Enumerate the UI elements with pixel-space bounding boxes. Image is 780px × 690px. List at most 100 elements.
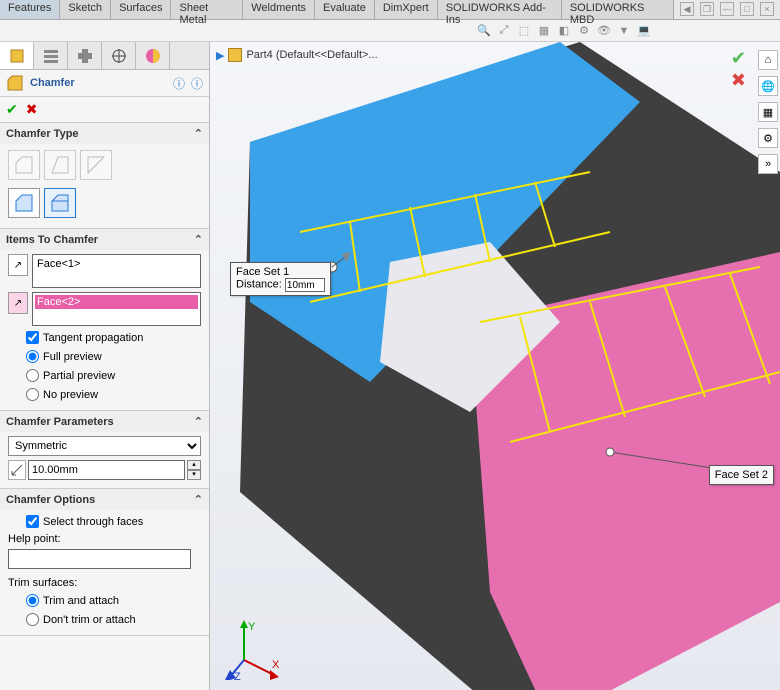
section-chamfer-type: Chamfer Type ⌃: [0, 123, 209, 229]
no-preview-radio[interactable]: [26, 388, 39, 401]
window-max-icon[interactable]: □: [740, 2, 754, 16]
spinner-down-icon[interactable]: ▾: [187, 470, 201, 480]
expand-icon[interactable]: »: [758, 154, 778, 174]
face-set-1-icon[interactable]: ↗: [8, 254, 28, 276]
appearance-icon[interactable]: ▼: [616, 23, 632, 39]
help-point-input[interactable]: [8, 549, 191, 569]
face-set-1-item[interactable]: Face<1>: [35, 257, 198, 271]
full-preview-label: Full preview: [43, 351, 102, 363]
view-orient-icon[interactable]: ⬚: [516, 23, 532, 39]
window-close-icon[interactable]: ×: [760, 2, 774, 16]
zoom-fit-icon[interactable]: 🔍: [476, 23, 492, 39]
panel-tab-config-icon[interactable]: [68, 42, 102, 69]
panel-tab-appear-icon[interactable]: [136, 42, 170, 69]
params-header[interactable]: Chamfer Parameters ⌃: [0, 411, 209, 432]
svg-text:Y: Y: [248, 621, 256, 633]
settings-icon[interactable]: ⚙: [758, 128, 778, 148]
callout-2-title: Face Set 2: [715, 469, 768, 481]
full-preview-radio[interactable]: [26, 350, 39, 363]
chamfer-type-header[interactable]: Chamfer Type ⌃: [0, 123, 209, 144]
spinner-up-icon[interactable]: ▴: [187, 460, 201, 470]
tab-dimxpert[interactable]: DimXpert: [375, 0, 438, 19]
tab-features[interactable]: Features: [0, 0, 60, 19]
help-point-label: Help point:: [8, 533, 201, 545]
scene-icon[interactable]: ⚙: [576, 23, 592, 39]
chamfer-type-face-face[interactable]: [44, 188, 76, 218]
view-toolbar: 🔍 ⤢ ⬚ ▦ ◧ ⚙ 👁 ▼ 💻: [0, 20, 780, 42]
collapse-icon: ⌃: [194, 493, 203, 506]
trim-attach-radio[interactable]: [26, 594, 39, 607]
options-label: Chamfer Options: [6, 494, 95, 506]
breadcrumb-arrow-icon[interactable]: ▶: [216, 49, 224, 62]
trim-attach-label: Trim and attach: [43, 595, 119, 607]
render-icon[interactable]: 💻: [636, 23, 652, 39]
cancel-button[interactable]: ✖: [26, 101, 38, 118]
section-options: Chamfer Options ⌃ Select through faces H…: [0, 489, 209, 636]
select-through-checkbox[interactable]: [26, 515, 39, 528]
window-min-icon[interactable]: —: [720, 2, 734, 16]
ribbon-tabs: Features Sketch Surfaces Sheet Metal Wel…: [0, 0, 780, 20]
trim-surfaces-label: Trim surfaces:: [8, 573, 201, 589]
chamfer-type-angle-dist[interactable]: [8, 150, 40, 180]
globe-icon[interactable]: 🌐: [758, 76, 778, 96]
viewport-3d[interactable]: ▶ Part4 (Default<<Default>... ✔ ✖ ⌂ 🌐 ▦ …: [210, 42, 780, 690]
feature-title: Chamfer: [30, 77, 167, 89]
zoom-area-icon[interactable]: ⤢: [496, 23, 512, 39]
display-style-icon[interactable]: ▦: [536, 23, 552, 39]
options-header[interactable]: Chamfer Options ⌃: [0, 489, 209, 510]
tab-evaluate[interactable]: Evaluate: [315, 0, 375, 19]
ok-button[interactable]: ✔: [6, 101, 18, 118]
tab-weldments[interactable]: Weldments: [243, 0, 315, 19]
reject-float-icon[interactable]: ✖: [731, 70, 746, 91]
confirm-row: ✔ ✖: [0, 97, 209, 123]
callout-1-dist-label: Distance:: [236, 279, 282, 291]
callout-face-set-1[interactable]: Face Set 1 Distance:: [230, 262, 331, 296]
home-view-icon[interactable]: ⌂: [758, 50, 778, 70]
tab-mbd[interactable]: SOLIDWORKS MBD: [562, 0, 674, 19]
right-toolbar: ⌂ 🌐 ▦ ⚙ »: [758, 50, 778, 174]
help-icon[interactable]: ⓘ: [191, 75, 203, 92]
face-set-1-list[interactable]: Face<1>: [32, 254, 201, 288]
tab-sheetmetal[interactable]: Sheet Metal: [171, 0, 243, 19]
section-icon[interactable]: ◧: [556, 23, 572, 39]
partial-preview-radio[interactable]: [26, 369, 39, 382]
panel-tabs: [0, 42, 209, 70]
face-set-2-item[interactable]: Face<2>: [35, 295, 198, 309]
tab-surfaces[interactable]: Surfaces: [111, 0, 171, 19]
panel-tab-tree-icon[interactable]: [34, 42, 68, 69]
distance-input[interactable]: [28, 460, 185, 480]
face-set-2-list[interactable]: Face<2>: [32, 292, 201, 326]
section-items: Items To Chamfer ⌃ ↗ Face<1> ↗ Face<2>: [0, 229, 209, 411]
callout-1-dist-input[interactable]: [285, 278, 325, 292]
section-params: Chamfer Parameters ⌃ Symmetric ▴ ▾: [0, 411, 209, 489]
distance-spinner[interactable]: ▴ ▾: [187, 460, 201, 480]
view-triad[interactable]: Y X Z: [224, 620, 284, 680]
items-header[interactable]: Items To Chamfer ⌃: [0, 229, 209, 250]
tangent-propagation-label: Tangent propagation: [43, 332, 143, 344]
window-restore-icon[interactable]: ❐: [700, 2, 714, 16]
panel-tab-dim-icon[interactable]: [102, 42, 136, 69]
hide-show-icon[interactable]: 👁: [596, 23, 612, 39]
window-prev-icon[interactable]: ◀: [680, 2, 694, 16]
help-prev-icon[interactable]: ⓘ: [173, 75, 185, 92]
tab-sketch[interactable]: Sketch: [60, 0, 111, 19]
chamfer-type-dist-dist[interactable]: [44, 150, 76, 180]
tangent-propagation-checkbox[interactable]: [26, 331, 39, 344]
panel-tab-feature-icon[interactable]: [0, 42, 34, 69]
trim-dont-radio[interactable]: [26, 613, 39, 626]
accept-float-icon[interactable]: ✔: [731, 48, 746, 69]
partial-preview-label: Partial preview: [43, 370, 115, 382]
tab-addins[interactable]: SOLIDWORKS Add-Ins: [438, 0, 562, 19]
chamfer-type-offset-face[interactable]: [8, 188, 40, 218]
breadcrumb[interactable]: ▶ Part4 (Default<<Default>...: [216, 48, 378, 62]
property-panel: Chamfer ⓘ ⓘ ✔ ✖ Chamfer Type ⌃: [0, 42, 210, 690]
chamfer-type-label: Chamfer Type: [6, 128, 79, 140]
chamfer-type-vertex[interactable]: [80, 150, 112, 180]
items-label: Items To Chamfer: [6, 234, 98, 246]
callout-face-set-2[interactable]: Face Set 2: [709, 465, 774, 485]
perspective-icon[interactable]: ▦: [758, 102, 778, 122]
face-set-2-icon[interactable]: ↗: [8, 292, 28, 314]
svg-text:X: X: [272, 659, 280, 671]
symmetric-select[interactable]: Symmetric: [8, 436, 201, 456]
callout-1-title: Face Set 1: [236, 266, 325, 278]
